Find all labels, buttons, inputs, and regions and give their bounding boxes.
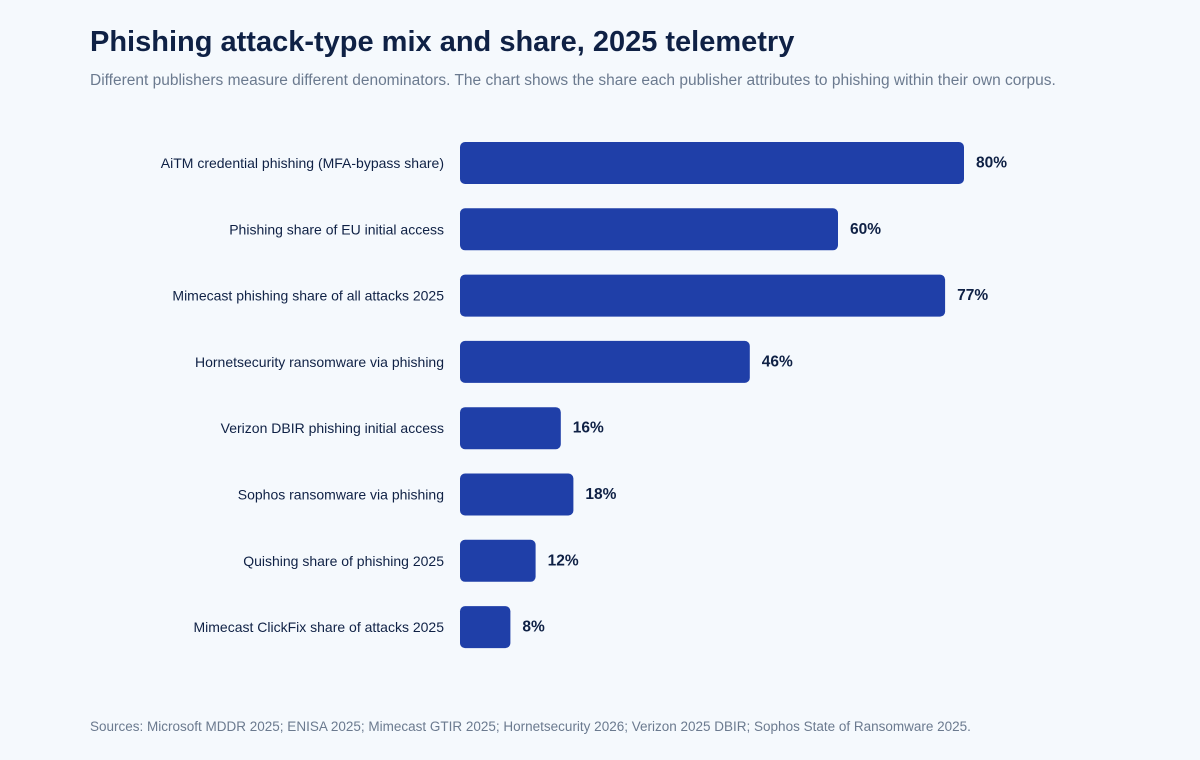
value-label: 8% (522, 619, 545, 636)
category-label: Hornetsecurity ransomware via phishing (195, 354, 444, 370)
bar-row: Mimecast ClickFix share of attacks 2025 8… (193, 606, 545, 649)
category-label: AiTM credential phishing (MFA-bypass sha… (161, 155, 444, 171)
bar-row: Verizon DBIR phishing initial access 16% (221, 407, 604, 450)
value-label: 46% (762, 353, 793, 370)
bar-row: AiTM credential phishing (MFA-bypass sha… (161, 142, 1007, 184)
category-label: Verizon DBIR phishing initial access (221, 420, 444, 436)
bar-row: Mimecast phishing share of all attacks 2… (172, 274, 988, 317)
bar (460, 274, 946, 317)
category-label: Mimecast ClickFix share of attacks 2025 (193, 619, 444, 635)
bar-row: Hornetsecurity ransomware via phishing 46… (195, 340, 793, 383)
category-label: Mimecast phishing share of all attacks 2… (172, 288, 444, 304)
bar-row: Phishing share of EU initial access 60% (229, 208, 881, 251)
bar (460, 407, 561, 450)
bar-row: Quishing share of phishing 2025 12% (243, 539, 579, 582)
chart-subtitle: Different publishers measure different d… (90, 72, 1056, 89)
category-label: Phishing share of EU initial access (229, 221, 444, 237)
bar (460, 606, 511, 649)
bar-row: Sophos ransomware via phishing 18% (238, 473, 617, 516)
value-label: 18% (585, 486, 616, 503)
value-label: 77% (957, 287, 988, 304)
bar (460, 539, 536, 582)
bar (460, 340, 750, 383)
sources-footnote: Sources: Microsoft MDDR 2025; ENISA 2025… (90, 719, 971, 734)
value-label: 16% (573, 420, 604, 437)
category-label: Sophos ransomware via phishing (238, 487, 444, 503)
bar (460, 142, 964, 184)
bar (460, 208, 838, 251)
value-label: 60% (850, 221, 881, 238)
bar-chart: AiTM credential phishing (MFA-bypass sha… (161, 142, 1007, 649)
value-label: 12% (548, 552, 579, 569)
chart-title: Phishing attack-type mix and share, 2025… (90, 26, 795, 58)
category-label: Quishing share of phishing 2025 (243, 553, 444, 569)
bar (460, 473, 574, 516)
value-label: 80% (976, 155, 1007, 172)
